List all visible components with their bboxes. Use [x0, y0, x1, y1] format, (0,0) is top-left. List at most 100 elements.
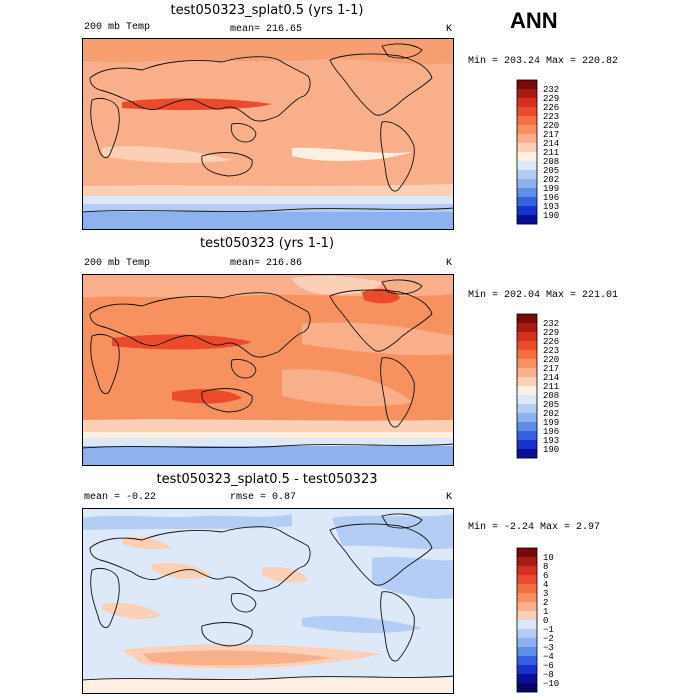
- colorbar-tick-label: 229: [543, 94, 559, 104]
- colorbar-band: [517, 674, 537, 684]
- colorbar-band: [517, 683, 537, 693]
- season-label: ANN: [510, 8, 558, 33]
- colorbar-tick-label: 6: [543, 571, 548, 581]
- panel-3-mean: mean = -0.22: [84, 492, 157, 503]
- colorbar-band: [517, 98, 537, 108]
- colorbar-tick-label: 3: [543, 589, 548, 599]
- panel-3-field: [82, 508, 454, 694]
- panel-2-mean: mean= 216.86: [230, 258, 303, 269]
- colorbar-band: [517, 116, 537, 126]
- colorbar-band: [517, 350, 537, 360]
- colorbar-band: [517, 143, 537, 153]
- colorbar-tick-label: 226: [543, 103, 559, 113]
- colorbar-tick-label: 199: [543, 184, 559, 194]
- colorbar-band: [517, 386, 537, 396]
- colorbar-band: [517, 332, 537, 342]
- colorbar-band: [517, 593, 537, 603]
- colorbar-band: [517, 404, 537, 414]
- colorbar-tick-label: 202: [543, 175, 559, 185]
- colorbar-band: [517, 80, 537, 90]
- colorbar-tick-label: 205: [543, 166, 559, 176]
- colorbar-band: [517, 548, 537, 558]
- colorbar-band: [517, 557, 537, 567]
- colorbar-tick-label: 226: [543, 337, 559, 347]
- colorbar-band: [517, 206, 537, 216]
- panel-3-coastlines: [82, 513, 454, 681]
- colorbar-band: [517, 377, 537, 387]
- colorbar-tick-label: −2: [543, 634, 554, 644]
- colorbar-band: [517, 368, 537, 378]
- panel-1-variable: 200 mb Temp: [84, 22, 151, 33]
- colorbar-tick-label: −1: [543, 625, 554, 635]
- colorbar-tick-label: 223: [543, 346, 559, 356]
- colorbar-band: [517, 620, 537, 630]
- colorbar-band: [517, 188, 537, 198]
- colorbar-tick-label: 211: [543, 148, 559, 158]
- colorbar-band: [517, 179, 537, 189]
- panel-1-units: K: [446, 24, 453, 35]
- colorbar-tick-label: 208: [543, 157, 559, 167]
- colorbar-band: [517, 575, 537, 585]
- colorbar-band: [517, 584, 537, 594]
- colorbar-band: [517, 566, 537, 576]
- colorbar-tick-label: 208: [543, 391, 559, 401]
- colorbar-outline: [516, 313, 538, 459]
- panel-3-rmse: rmse = 0.87: [230, 492, 297, 503]
- colorbar-tick-label: 202: [543, 409, 559, 419]
- colorbar-tick-label: 193: [543, 202, 559, 212]
- panel-3-map: [82, 508, 454, 694]
- colorbar-band: [517, 89, 537, 99]
- colorbar-band: [517, 638, 537, 648]
- colorbar-tick-label: 229: [543, 328, 559, 338]
- colorbar-tick-label: 217: [543, 130, 559, 140]
- colorbar-tick-label: 190: [543, 445, 559, 455]
- colorbar-tick-label: −8: [543, 670, 554, 680]
- colorbar-tick-label: 223: [543, 112, 559, 122]
- colorbar-band: [517, 449, 537, 459]
- colorbar-tick-label: 217: [543, 364, 559, 374]
- colorbar-tick-label: 214: [543, 373, 559, 383]
- colorbar-band: [517, 341, 537, 351]
- panel-1-colorbar: 2322292262232202172142112082052021991961…: [516, 79, 559, 225]
- colorbar-band: [517, 602, 537, 612]
- colorbar-tick-label: 8: [543, 562, 548, 572]
- colorbar-band: [517, 170, 537, 180]
- colorbar-band: [517, 440, 537, 450]
- colorbar-band: [517, 125, 537, 135]
- colorbar-band: [517, 395, 537, 405]
- colorbar-tick-label: 220: [543, 355, 559, 365]
- colorbar-band: [517, 197, 537, 207]
- colorbar-band: [517, 629, 537, 639]
- colorbar-outline: [516, 547, 538, 693]
- colorbar-band: [517, 314, 537, 324]
- colorbar-band: [517, 152, 537, 162]
- colorbar-tick-label: 205: [543, 400, 559, 410]
- panel-1-coastlines: [82, 43, 454, 213]
- colorbar-band: [517, 611, 537, 621]
- panel-2-units: K: [446, 258, 453, 269]
- colorbar-tick-label: 232: [543, 85, 559, 95]
- colorbar-band: [517, 665, 537, 675]
- colorbar-tick-label: −3: [543, 643, 554, 653]
- panel-2-title: test050323 (yrs 1-1): [199, 236, 335, 251]
- colorbar-tick-label: 2: [543, 598, 548, 608]
- colorbar-band: [517, 647, 537, 657]
- panel-2-field: [82, 274, 454, 466]
- colorbar-band: [517, 323, 537, 333]
- colorbar-tick-label: 1: [543, 607, 548, 617]
- panel-2-map: [82, 274, 454, 466]
- panel-3-units: K: [446, 492, 453, 503]
- panel-3-title: test050323_splat0.5 - test050323: [156, 472, 378, 487]
- panel-1-title: test050323_splat0.5 (yrs 1-1): [170, 3, 364, 18]
- colorbar-band: [517, 161, 537, 171]
- colorbar-band: [517, 359, 537, 369]
- colorbar-tick-label: 214: [543, 139, 559, 149]
- colorbar-band: [517, 107, 537, 117]
- panel-1-map: [82, 38, 454, 230]
- colorbar-tick-label: −10: [543, 679, 559, 689]
- colorbar-tick-label: 4: [543, 580, 548, 590]
- colorbar-tick-label: 199: [543, 418, 559, 428]
- panel-1-mean: mean= 216.65: [230, 24, 303, 35]
- panel-2-variable: 200 mb Temp: [84, 258, 151, 269]
